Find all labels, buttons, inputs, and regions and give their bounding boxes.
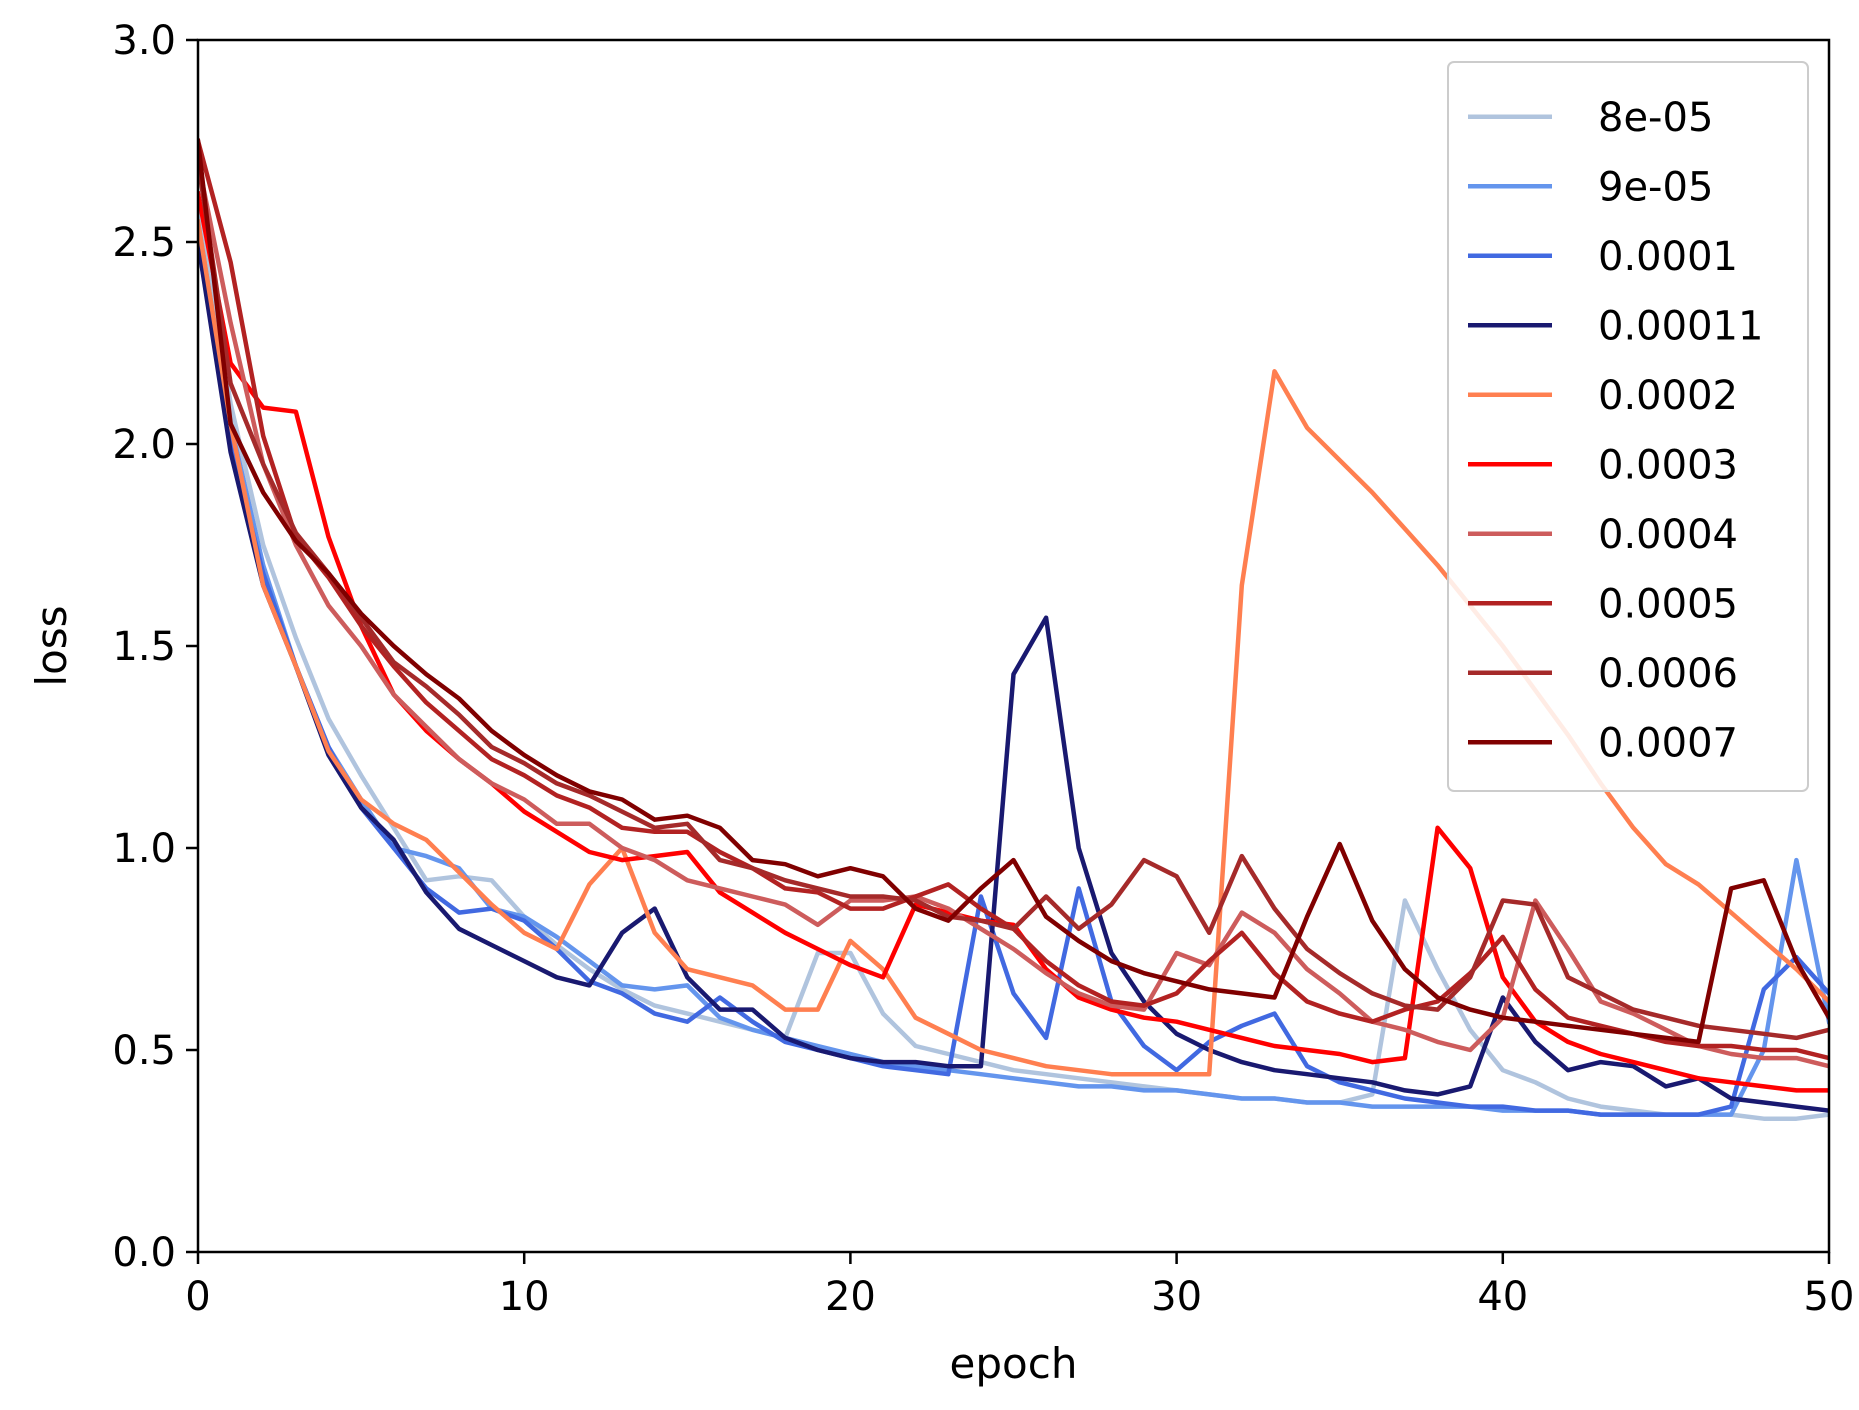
y-tick-label: 2.0: [112, 422, 176, 468]
series-line-7: [198, 158, 1829, 1069]
ticks: 0 10 20 30 40 50 0.0 0.5 1.0 1.5 2.0 2.5 3.0: [112, 18, 1854, 1320]
x-tick-label: 20: [825, 1274, 876, 1320]
x-tick-label: 40: [1477, 1274, 1528, 1320]
y-axis-label: loss: [27, 605, 76, 686]
series-line-3: [198, 239, 1829, 1117]
y-tick-label: 1.0: [112, 826, 176, 872]
legend-label: 0.0001: [1598, 234, 1738, 280]
legend-label: 0.0006: [1598, 651, 1738, 697]
legend-box: [1447, 61, 1809, 792]
legend-label: 0.0007: [1598, 720, 1738, 766]
plot-area: [198, 138, 1829, 1121]
x-axis-label: epoch: [950, 1339, 1078, 1388]
y-tick-label: 0.5: [112, 1028, 176, 1074]
y-tick-label: 1.5: [112, 624, 176, 670]
series-line-1: [198, 199, 1829, 1121]
legend-label: 0.0002: [1598, 373, 1738, 419]
y-tick-label: 0.0: [112, 1230, 176, 1276]
x-tick-label: 10: [499, 1274, 550, 1320]
legend-label: 9e-05: [1598, 164, 1713, 210]
legend: 8e-05 9e-05 0.0001 0.00011 0.0002 0.0003 0.000…: [1447, 61, 1809, 792]
legend-label: 0.0005: [1598, 581, 1738, 627]
legend-label: 0.00011: [1598, 303, 1763, 349]
legend-label: 0.0003: [1598, 442, 1738, 488]
series-line-10: [198, 138, 1829, 1045]
x-tick-label: 50: [1804, 1274, 1855, 1320]
legend-label: 8e-05: [1598, 95, 1713, 141]
x-tick-label: 30: [1151, 1274, 1202, 1320]
legend-label: 0.0004: [1598, 512, 1738, 558]
series-line-9: [198, 158, 1829, 1041]
series-line-4: [198, 239, 1829, 1113]
y-tick-label: 2.5: [112, 220, 176, 266]
y-tick-label: 3.0: [112, 18, 176, 64]
x-tick-label: 0: [185, 1274, 210, 1320]
